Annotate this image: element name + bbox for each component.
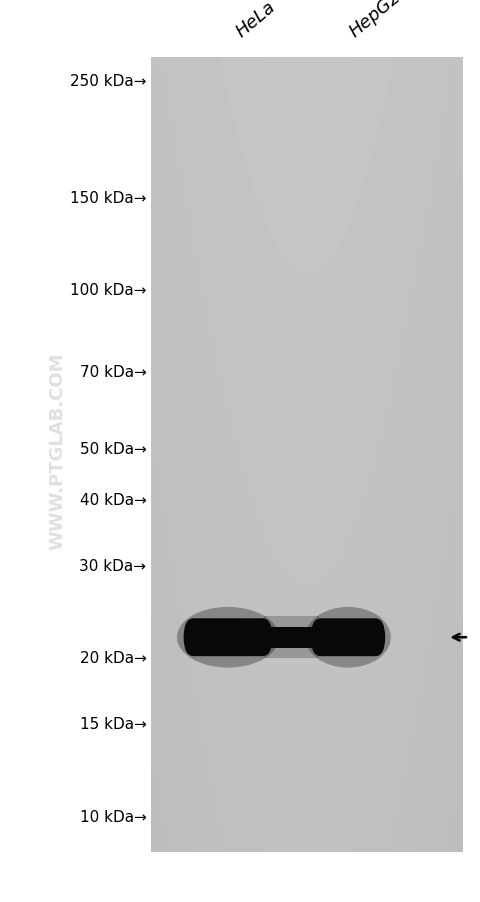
Text: HepG2: HepG2	[346, 0, 404, 41]
Text: 100 kDa→: 100 kDa→	[70, 283, 146, 298]
Ellipse shape	[177, 607, 279, 667]
FancyBboxPatch shape	[264, 617, 319, 658]
Text: 10 kDa→: 10 kDa→	[80, 809, 146, 824]
Text: 50 kDa→: 50 kDa→	[80, 441, 146, 456]
Text: 15 kDa→: 15 kDa→	[80, 716, 146, 732]
Text: 150 kDa→: 150 kDa→	[70, 190, 146, 206]
Text: HeLa: HeLa	[233, 0, 279, 41]
Ellipse shape	[305, 607, 391, 667]
FancyBboxPatch shape	[266, 627, 317, 648]
FancyBboxPatch shape	[183, 619, 272, 657]
Text: 20 kDa→: 20 kDa→	[80, 650, 146, 666]
FancyBboxPatch shape	[311, 619, 385, 657]
Text: WWW.PTGLAB.COM: WWW.PTGLAB.COM	[48, 353, 67, 549]
Text: 250 kDa→: 250 kDa→	[70, 74, 146, 88]
Text: 70 kDa→: 70 kDa→	[80, 364, 146, 380]
Text: 30 kDa→: 30 kDa→	[79, 558, 146, 573]
Text: 40 kDa→: 40 kDa→	[80, 492, 146, 507]
